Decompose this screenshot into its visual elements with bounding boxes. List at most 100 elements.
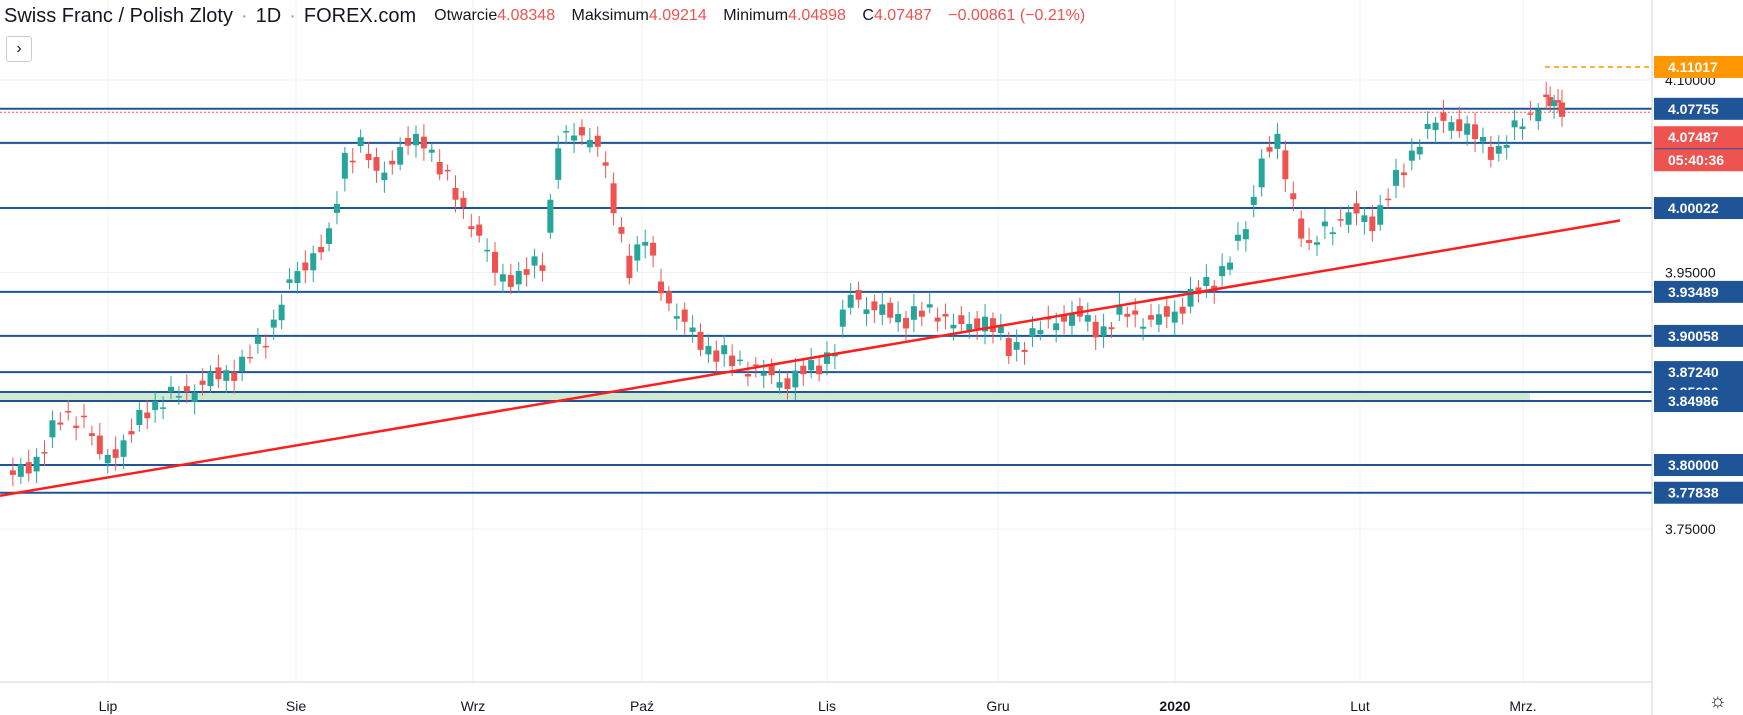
candle	[357, 137, 364, 147]
level-price-label: 3.77838	[1668, 485, 1719, 501]
x-tick-label: Lut	[1350, 698, 1370, 714]
candle	[484, 249, 491, 252]
candle	[160, 407, 167, 409]
candle	[547, 199, 554, 233]
candle	[1511, 120, 1518, 128]
candle	[341, 152, 348, 179]
candle	[1503, 144, 1510, 148]
candle	[1400, 172, 1407, 176]
candle	[1313, 242, 1320, 245]
high-price-tag	[1654, 55, 1743, 78]
candle	[665, 291, 672, 304]
candle	[1171, 311, 1178, 323]
candle	[839, 309, 846, 327]
interval-label[interactable]: 1D	[255, 4, 282, 27]
level-price-label: 3.93489	[1668, 284, 1719, 300]
candle	[1179, 306, 1186, 314]
open-label: Otwarcie	[434, 7, 498, 24]
candle	[515, 270, 522, 285]
candle	[17, 464, 24, 477]
candle	[215, 367, 222, 380]
candle	[602, 162, 609, 166]
candle	[776, 382, 783, 388]
candle	[578, 127, 585, 136]
candle	[918, 310, 925, 317]
x-tick-label: Gru	[986, 698, 1009, 714]
candle	[563, 131, 570, 133]
candle	[381, 172, 388, 181]
candle	[1448, 122, 1455, 131]
candle	[855, 289, 862, 300]
y-tick-label: 3.75000	[1665, 521, 1716, 537]
candle	[657, 281, 664, 294]
candle	[1084, 315, 1091, 322]
candle	[1377, 205, 1384, 225]
candle	[1108, 327, 1115, 330]
candle	[302, 262, 309, 271]
chevron-right-icon[interactable]: ›	[6, 36, 32, 62]
candle	[768, 364, 775, 376]
candle	[1416, 146, 1423, 155]
candle	[847, 294, 854, 308]
candle	[120, 440, 127, 457]
candle	[88, 433, 95, 437]
candle	[1456, 119, 1463, 132]
candle	[152, 401, 159, 411]
candle	[634, 244, 641, 261]
candle	[1148, 315, 1155, 320]
candle	[673, 316, 680, 319]
candle	[705, 345, 712, 355]
candle	[349, 160, 356, 163]
candle	[1219, 266, 1226, 277]
candle	[523, 269, 530, 275]
candle	[1527, 113, 1534, 115]
candle	[420, 136, 427, 149]
candle	[310, 253, 317, 271]
candle	[318, 247, 325, 253]
candle	[1547, 97, 1554, 107]
candle	[1464, 123, 1471, 135]
countdown-tag	[1654, 149, 1743, 172]
close-label: C	[862, 7, 874, 24]
candle	[49, 420, 56, 438]
candle	[752, 364, 759, 366]
symbol-name[interactable]: Swiss Franc / Polish Zloty	[4, 4, 233, 27]
candle	[128, 431, 135, 435]
candle	[863, 309, 870, 314]
candle	[373, 157, 380, 171]
candle	[1013, 342, 1020, 350]
level-price-label: 4.00022	[1668, 200, 1719, 216]
candle	[365, 153, 372, 160]
candle	[942, 313, 949, 317]
candle	[1140, 326, 1147, 329]
candle	[800, 365, 807, 375]
candle	[175, 396, 182, 398]
candle	[112, 449, 119, 458]
candle	[831, 354, 838, 357]
candle	[278, 304, 285, 321]
candle	[1274, 133, 1281, 149]
candle	[397, 147, 404, 165]
candle	[1290, 193, 1297, 200]
candle	[1132, 310, 1139, 315]
candle	[895, 313, 902, 323]
level-price-label: 3.80000	[1668, 457, 1719, 473]
candle	[729, 355, 736, 367]
gear-icon[interactable]: ☼	[1708, 690, 1727, 712]
candle	[294, 271, 301, 284]
candle	[689, 327, 696, 332]
candle	[808, 360, 815, 371]
level-price-label: 3.90058	[1668, 328, 1719, 344]
candle	[910, 306, 917, 320]
candle	[9, 470, 16, 475]
candle	[1555, 100, 1562, 103]
candle	[1385, 198, 1392, 201]
candle	[1551, 100, 1558, 107]
candle	[1187, 288, 1194, 307]
candle	[1282, 150, 1289, 180]
candle	[436, 162, 443, 175]
candle	[1306, 240, 1313, 244]
candle	[626, 255, 633, 279]
candle	[887, 302, 894, 318]
